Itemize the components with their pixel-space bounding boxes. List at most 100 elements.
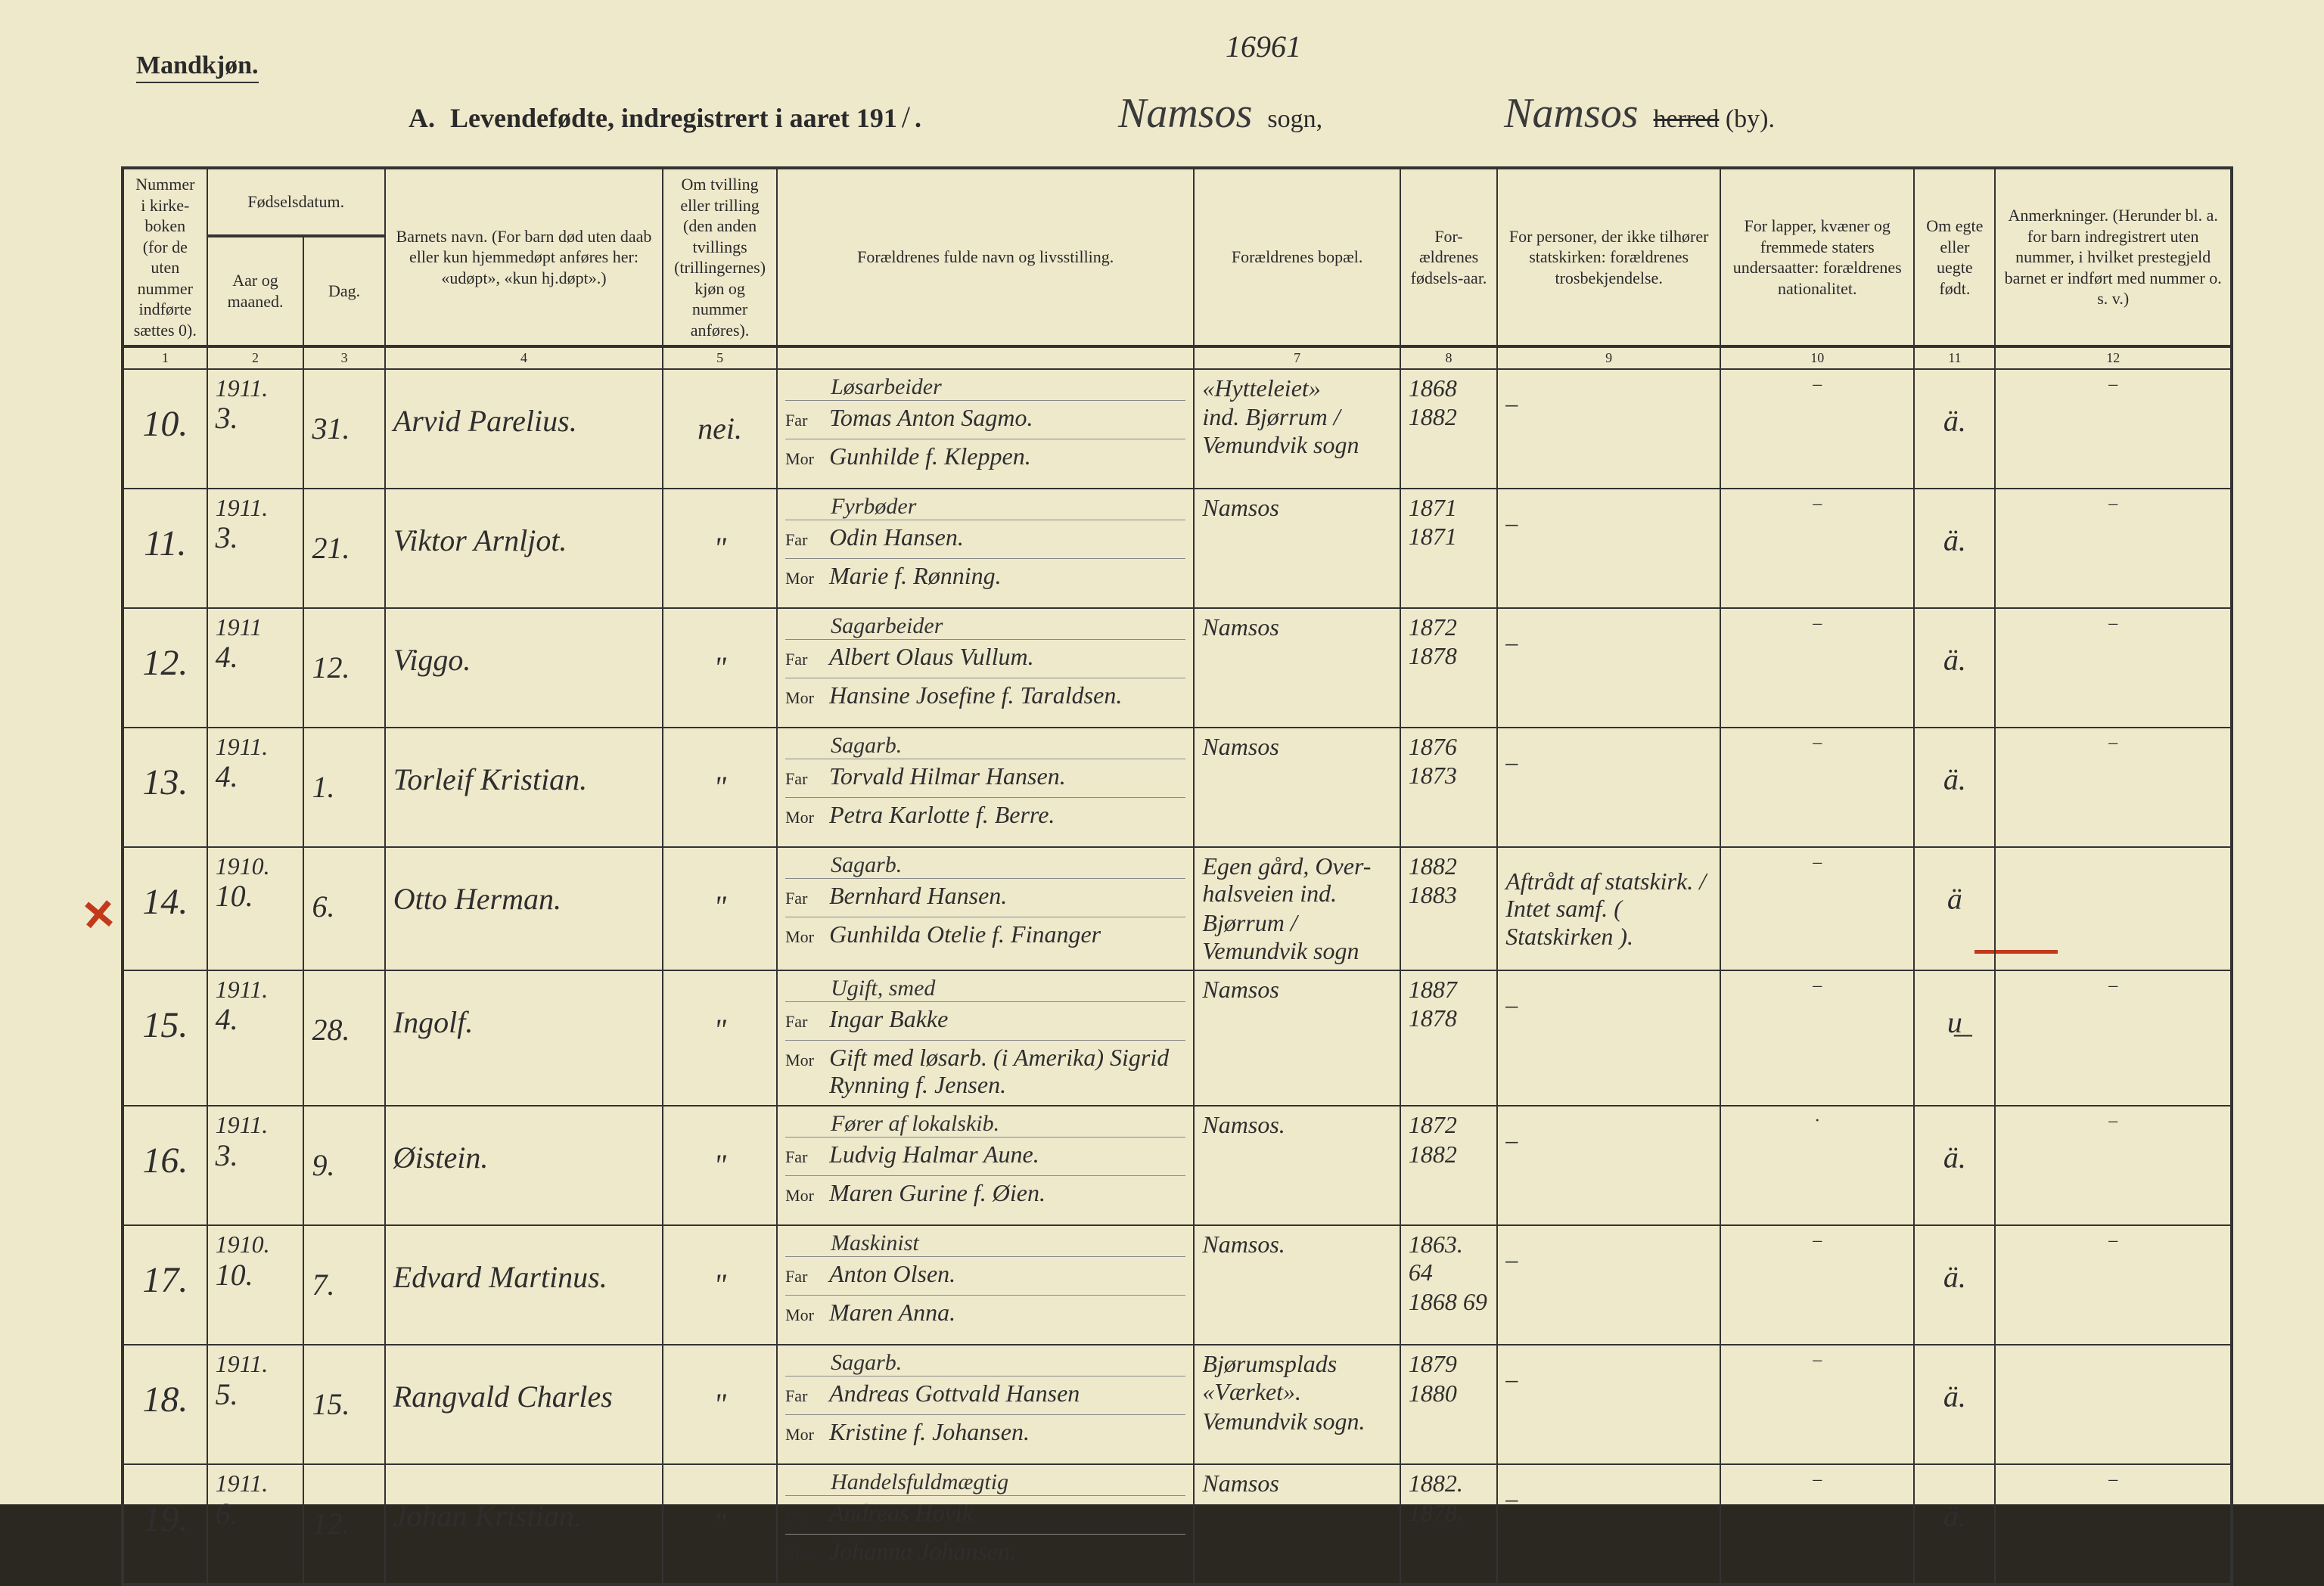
col-bopael: Forældrenes bopæl. xyxy=(1194,168,1400,346)
cell-egte: ä. xyxy=(1914,489,1995,608)
mor-name: Hansine Josefine f. Taraldsen. xyxy=(829,681,1122,709)
table-row: 10. 1911. 3. 31. Arvid Parelius. nei. Lø… xyxy=(123,369,2232,489)
far-label: Far xyxy=(785,530,820,550)
cell-day: 28. xyxy=(303,970,384,1106)
cell-name: Rangvald Charles xyxy=(385,1345,663,1464)
cell-nat: – xyxy=(1720,970,1914,1106)
cell-nat: – xyxy=(1720,1345,1914,1464)
herred-tail: (by). xyxy=(1719,105,1775,133)
col-date-group: Fødselsdatum. xyxy=(207,168,385,236)
cell-yearmo: 1911. 3. xyxy=(207,369,304,489)
mor-label: Mor xyxy=(785,927,820,947)
table-head: Nummer i kirke-boken (for de uten nummer… xyxy=(123,168,2232,369)
occupation: Sagarb. xyxy=(785,852,1185,878)
herred-strike: herred xyxy=(1654,105,1720,133)
cell-parents: Handelsfuldmægtig FarAndreas Hovik MorJo… xyxy=(777,1464,1194,1584)
coln-8: 8 xyxy=(1400,346,1497,369)
cell-egte: ä xyxy=(1914,847,1995,970)
cell-tros: – xyxy=(1497,1106,1720,1225)
cell-tros: Aftrådt af statskirk. / Intet samf. ( St… xyxy=(1497,847,1720,970)
cell-anm: – xyxy=(1995,1106,2232,1225)
coln-6 xyxy=(777,346,1194,369)
mor-name: Marie f. Rønning. xyxy=(829,562,1002,590)
table-body: 10. 1911. 3. 31. Arvid Parelius. nei. Lø… xyxy=(123,369,2232,1585)
far-name: Tomas Anton Sagmo. xyxy=(829,404,1033,432)
cell-nat: – xyxy=(1720,847,1914,970)
table-row: 18. 1911. 5. 15. Rangvald Charles " Saga… xyxy=(123,1345,2232,1464)
cell-yearmo: 1910. 10. xyxy=(207,847,304,970)
cell-twin: " xyxy=(663,847,777,970)
cell-bopael: Bjørumsplads «Værket». Vemundvik sogn. xyxy=(1194,1345,1400,1464)
cell-num: 10. xyxy=(123,369,207,489)
cell-yearmo: 1911. 3. xyxy=(207,1106,304,1225)
mor-label: Mor xyxy=(785,1051,820,1070)
table-row: 19. 1911. 6. 12. Johan Kristian. " Hande… xyxy=(123,1464,2232,1584)
table-row: 11. 1911. 3. 21. Viktor Arnljot. " Fyrbø… xyxy=(123,489,2232,608)
cell-bopael: Namsos xyxy=(1194,970,1400,1106)
cell-pyear: 1882 1883 xyxy=(1400,847,1497,970)
coln-1: 1 xyxy=(123,346,207,369)
mor-label: Mor xyxy=(785,808,820,827)
cell-anm: – xyxy=(1995,608,2232,728)
cell-name: Edvard Martinus. xyxy=(385,1225,663,1345)
cell-pyear: 1876 1873 xyxy=(1400,728,1497,847)
cell-parents: Sagarbeider FarAlbert Olaus Vullum. MorH… xyxy=(777,608,1194,728)
cell-name: Viggo. xyxy=(385,608,663,728)
cell-name: Torleif Kristian. xyxy=(385,728,663,847)
cell-day: 15. xyxy=(303,1345,384,1464)
occupation: Maskinist xyxy=(785,1231,1185,1256)
cell-nat: – xyxy=(1720,1464,1914,1584)
col-egte: Om egte eller uegte født. xyxy=(1914,168,1995,346)
occupation: Fyrbøder xyxy=(785,494,1185,520)
cell-day: 7. xyxy=(303,1225,384,1345)
ledger-table: Nummer i kirke-boken (for de uten nummer… xyxy=(121,166,2233,1586)
cell-egte: ä. xyxy=(1914,1345,1995,1464)
cell-egte: ä. xyxy=(1914,369,1995,489)
cell-day: 12. xyxy=(303,1464,384,1584)
cell-num: 19. xyxy=(123,1464,207,1584)
section-letter: A. xyxy=(409,102,435,134)
far-label: Far xyxy=(785,1506,820,1525)
cell-pyear: 1871 1871 xyxy=(1400,489,1497,608)
col-nat: For lapper, kvæner og fremmede staters u… xyxy=(1720,168,1914,346)
cell-parents: Maskinist FarAnton Olsen. MorMaren Anna. xyxy=(777,1225,1194,1345)
cell-pyear: 1887 1878 xyxy=(1400,970,1497,1106)
page-number: 16961 xyxy=(1226,30,1301,64)
cell-day: 1. xyxy=(303,728,384,847)
cell-yearmo: 1911 4. xyxy=(207,608,304,728)
col-name: Barnets navn. (For barn død uten daab el… xyxy=(385,168,663,346)
cell-egte: u͟ xyxy=(1914,970,1995,1106)
cell-yearmo: 1911. 6. xyxy=(207,1464,304,1584)
col-twin: Om tvilling eller trilling (den anden tv… xyxy=(663,168,777,346)
cell-nat: – xyxy=(1720,608,1914,728)
coln-5: 5 xyxy=(663,346,777,369)
cell-nat: – xyxy=(1720,369,1914,489)
mor-label: Mor xyxy=(785,688,820,708)
cell-yearmo: 1911. 4. xyxy=(207,970,304,1106)
title-row: A. Levendefødte, indregistrert i aaret 1… xyxy=(121,91,2233,151)
cell-num: 12. xyxy=(123,608,207,728)
sogn-label: sogn, xyxy=(1267,105,1322,134)
cell-anm: – xyxy=(1995,1464,2232,1584)
mor-name: Maren Gurine f. Øien. xyxy=(829,1179,1045,1207)
cell-parents: Sagarb. FarTorvald Hilmar Hansen. MorPet… xyxy=(777,728,1194,847)
gender-label: Mandkjøn. xyxy=(136,51,259,83)
cell-name: Ingolf. xyxy=(385,970,663,1106)
coln-12: 12 xyxy=(1995,346,2232,369)
cell-pyear: 1872 1882 xyxy=(1400,1106,1497,1225)
cell-name: Arvid Parelius. xyxy=(385,369,663,489)
cell-num: 18. xyxy=(123,1345,207,1464)
far-label: Far xyxy=(785,411,820,430)
cell-egte: ä. xyxy=(1914,1106,1995,1225)
cell-day: 9. xyxy=(303,1106,384,1225)
herred-hand: Namsos xyxy=(1504,91,1638,138)
cell-yearmo: 1911. 4. xyxy=(207,728,304,847)
mor-name: Kristine f. Johansen. xyxy=(829,1418,1030,1446)
mor-name: Gunhilde f. Kleppen. xyxy=(829,442,1031,470)
cell-anm: – xyxy=(1995,489,2232,608)
mor-label: Mor xyxy=(785,569,820,588)
occupation: Handelsfuldmægtig xyxy=(785,1470,1185,1495)
cell-num: 13. xyxy=(123,728,207,847)
mor-name: Gunhilda Otelie f. Finanger xyxy=(829,920,1101,948)
mor-label: Mor xyxy=(785,1544,820,1564)
